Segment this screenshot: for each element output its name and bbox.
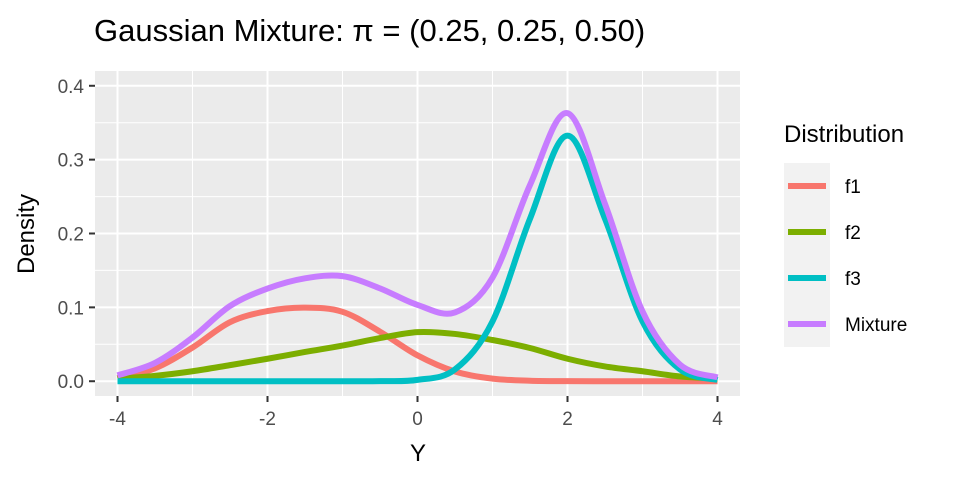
y-tick-label: 0.0	[58, 372, 84, 393]
series-line-f3	[117, 132, 719, 385]
chart-title: Gaussian Mixture: π = (0.25, 0.25, 0.50)	[94, 13, 645, 48]
y-tick-label: 0.1	[58, 298, 84, 319]
x-tick-label: 0	[412, 409, 423, 430]
legend-key-background	[784, 163, 830, 347]
legend: Distribution f1 f2 f3 Mixture	[784, 121, 907, 347]
y-axis: 0.0 0.1 0.2 0.3 0.4	[58, 77, 95, 393]
x-tick-label: -2	[259, 409, 276, 430]
legend-label-f1: f1	[845, 177, 861, 198]
series-layer	[116, 110, 719, 385]
legend-title: Distribution	[784, 121, 904, 148]
series-line-mixture	[116, 110, 719, 381]
x-axis: -4 -2 0 2 4	[109, 396, 723, 430]
x-axis-title: Y	[410, 440, 426, 467]
y-axis-title: Density	[13, 194, 40, 274]
series-line-f1	[116, 304, 718, 385]
x-tick-label: 2	[562, 409, 573, 430]
legend-label-f2: f2	[845, 223, 861, 244]
series-line-f2	[117, 328, 718, 382]
y-tick-label: 0.2	[58, 225, 84, 246]
y-tick-label: 0.4	[58, 77, 85, 98]
x-tick-label: 4	[712, 409, 723, 430]
legend-label-f3: f3	[845, 269, 861, 290]
x-tick-label: -4	[109, 409, 126, 430]
y-tick-label: 0.3	[58, 151, 84, 172]
legend-label-mixture: Mixture	[845, 315, 907, 336]
